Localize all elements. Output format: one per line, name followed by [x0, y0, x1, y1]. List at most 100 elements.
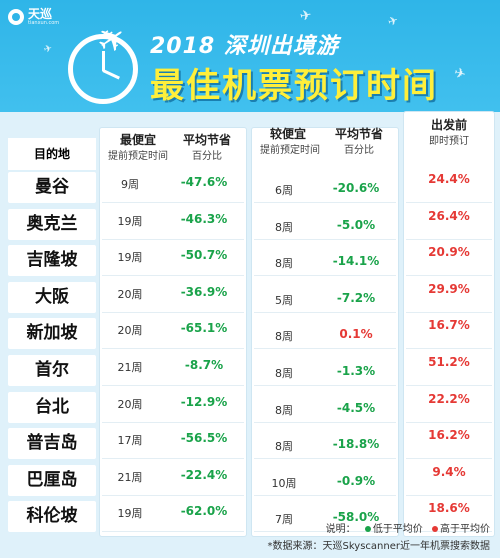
plane-icon: ✈ [298, 7, 314, 25]
departure-percent: 16.2% [428, 428, 470, 443]
cheapest-weeks: 21周 [117, 361, 143, 374]
cheaper-percent: -5.0% [336, 217, 376, 232]
destination-cell: 台北 [8, 391, 96, 423]
cheapest-percent: -56.5% [180, 431, 228, 446]
row-divider [254, 421, 396, 423]
row-divider [102, 421, 244, 423]
row-divider [102, 348, 244, 350]
departure-percent: 51.2% [428, 355, 470, 369]
row-divider [102, 385, 244, 386]
cheapest-weeks: 20周 [117, 324, 143, 338]
plane-icon: ✈ [452, 64, 468, 84]
cheaper-subheader: 提前预定时间 [260, 145, 320, 156]
cheapest-weeks: 20周 [117, 397, 143, 411]
cheaper-percent: -14.1% [332, 254, 380, 269]
cheaper-weeks: 8周 [275, 220, 293, 234]
cheapest-percent: -46.3% [180, 211, 228, 226]
destination-cell: 奥克兰 [8, 208, 96, 240]
departure-percent: 22.2% [428, 391, 470, 406]
cheaper-weeks: 8周 [275, 257, 293, 271]
row-divider [254, 202, 396, 203]
cheaper-weeks: 6周 [275, 184, 293, 197]
cheapest-weeks: 19周 [117, 251, 143, 265]
brand-sub: tianxun.com [28, 20, 60, 26]
row-divider [406, 531, 492, 533]
row-divider [254, 385, 396, 386]
cheaper-percent: -4.5% [336, 400, 376, 415]
destination-cell: 首尔 [8, 355, 96, 386]
row-divider [102, 531, 244, 533]
brand-logo: 天巡 tianxun.com [8, 8, 59, 26]
cheaper-weeks: 8周 [275, 403, 293, 417]
brand-name: 天巡 [28, 7, 53, 21]
legend: 说明： 低于平均价 高于平均价 [326, 520, 490, 535]
cheaper-percent: -0.9% [336, 473, 376, 488]
row-divider [406, 385, 492, 386]
destination-column: 曼谷 奥克兰 吉隆坡 大阪 新加坡 首尔 台北 普吉岛 巴厘岛 科伦坡 [8, 138, 96, 536]
cheaper-panel [252, 128, 398, 536]
row-divider [254, 531, 396, 533]
cheapest-weeks: 17周 [117, 434, 143, 448]
cheapest-percent: -65.1% [180, 321, 228, 336]
legend-high: 高于平均价 [440, 524, 490, 535]
cheapest-percent: -12.9% [180, 394, 228, 409]
cheaper-weeks: 8周 [275, 440, 293, 454]
destination-cell: 科伦坡 [8, 501, 96, 533]
data-source: *数据来源：天巡Skyscanner近一年机票搜索数据 [267, 541, 490, 552]
departure-percent: 20.9% [428, 245, 470, 260]
green-dot-icon [364, 525, 371, 532]
cheaper-percent: -20.6% [332, 181, 380, 195]
cheapest-weeks: 19周 [117, 507, 143, 521]
row-divider [406, 458, 492, 460]
cheapest-weeks: 19周 [117, 214, 143, 228]
row-divider [102, 311, 244, 313]
row-divider [254, 458, 396, 460]
cheaper-percent: -18.8% [332, 437, 380, 452]
row-divider [406, 494, 492, 496]
departure-percent: 24.4% [428, 172, 470, 186]
destination-header: 目的地 [8, 138, 96, 170]
row-divider [102, 202, 244, 203]
cheapest-header: 最便宜 [119, 133, 156, 147]
row-divider [102, 494, 244, 496]
cheapest-percent: -36.9% [180, 284, 228, 299]
destination-cell: 普吉岛 [8, 428, 96, 460]
cheaper-percent: -58.0% [332, 510, 380, 525]
title-line-1: 2018 深圳出境游 [150, 34, 339, 59]
plane-icon: ✈ [42, 43, 54, 56]
brand-mark-icon [8, 9, 24, 25]
row-divider [102, 458, 244, 460]
row-divider [254, 275, 396, 277]
avg-save-header: 平均节省 [182, 133, 231, 147]
departure-percent: 26.4% [428, 208, 470, 223]
row-divider [254, 311, 396, 313]
legend-low: 低于平均价 [372, 524, 423, 535]
avg-save2-subheader: 百分比 [344, 145, 374, 156]
cheapest-weeks: 9周 [121, 178, 139, 191]
cheapest-panel [100, 128, 246, 536]
destination-cell: 巴厘岛 [8, 464, 96, 496]
cheapest-percent: -22.4% [180, 467, 228, 482]
row-divider [406, 275, 492, 277]
cheaper-weeks: 8周 [275, 367, 293, 380]
cheaper-weeks: 5周 [275, 293, 293, 307]
plane-icon: ✈ [385, 12, 401, 30]
row-divider [102, 275, 244, 277]
title-line-2: 最佳机票预订时间 [150, 66, 438, 106]
destination-cell: 大阪 [8, 281, 96, 313]
red-dot-icon [432, 525, 438, 532]
departure-header: 出发前 [430, 118, 467, 132]
row-divider [406, 311, 492, 313]
destination-cell: 新加坡 [8, 318, 96, 350]
row-divider [406, 348, 492, 350]
cheaper-weeks: 8周 [275, 330, 293, 344]
cheapest-percent: -50.7% [180, 248, 228, 263]
destination-cell: 吉隆坡 [8, 245, 96, 277]
cheaper-percent: -1.3% [336, 364, 376, 378]
row-divider [406, 421, 492, 423]
cheapest-percent: -8.7% [184, 358, 224, 372]
departure-subheader: 即时预订 [429, 136, 469, 147]
cheaper-header: 较便宜 [269, 127, 306, 141]
cheaper-weeks: 10周 [271, 476, 297, 490]
row-divider [406, 202, 492, 203]
